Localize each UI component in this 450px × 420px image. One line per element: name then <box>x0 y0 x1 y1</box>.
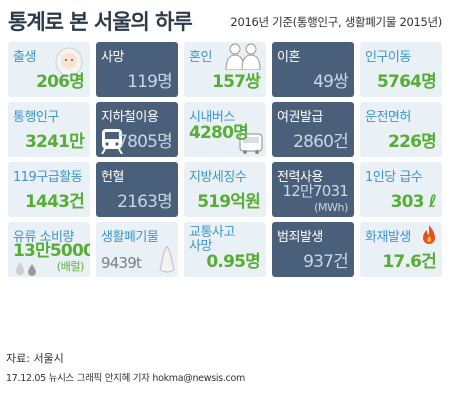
tile-value: 5764명 <box>377 72 437 92</box>
tile-value: 519억원 <box>197 192 261 212</box>
tile-traffic-death: 교통사고 사망 0.95명 <box>184 222 266 277</box>
tile-birth: 출생 206명 <box>8 42 90 97</box>
tile-value: 1443건 <box>25 192 85 212</box>
tile-value: 119명 <box>127 72 173 92</box>
tile-value: 226명 <box>388 132 437 152</box>
train-icon <box>101 129 123 154</box>
source-text: 자료: 서울시 <box>6 352 64 365</box>
tile-license: 운전면허 226명 <box>360 102 442 157</box>
tile-value: 7805명 <box>117 132 173 152</box>
baby-icon <box>55 47 83 77</box>
tile-label: 화재발생 <box>365 230 411 245</box>
stats-grid: 출생 206명 사망 119명 혼인 157쌍 이혼 49쌍 인구이동 5764… <box>8 42 444 337</box>
bus-icon <box>239 133 263 154</box>
tile-value: 0.95명 <box>206 252 260 272</box>
tile-blood-donation: 헌혈 2163명 <box>96 162 178 217</box>
tile-label: 여권발급 <box>277 110 323 125</box>
fire-icon <box>423 225 435 244</box>
tile-label: 운전면허 <box>365 110 411 125</box>
couple-icon <box>225 43 261 70</box>
tile-value: 17.6건 <box>382 252 436 272</box>
tile-value: 2163명 <box>117 192 173 212</box>
tile-label: 사망 <box>101 50 124 65</box>
tile-label: 범죄발생 <box>277 230 323 245</box>
tile-label: 119구급활동 <box>13 170 83 185</box>
tile-value: 3241만 <box>25 132 85 152</box>
tile-waste: 생활폐기물 9439t <box>96 222 178 277</box>
tile-label: 이혼 <box>277 50 300 65</box>
tile-label: 교통사고 사망 <box>189 225 235 254</box>
tile-local-tax: 지방세징수 519억원 <box>184 162 266 217</box>
tile-migration: 인구이동 5764명 <box>360 42 442 97</box>
tile-label: 생활폐기물 <box>101 230 159 245</box>
tile-fire: 화재발생 17.6건 <box>360 222 442 277</box>
tile-death: 사망 119명 <box>96 42 178 97</box>
tile-unit: (배럴) <box>56 260 85 273</box>
tile-label: 지방세징수 <box>189 170 247 185</box>
tile-value: 937건 <box>303 252 349 272</box>
oil-drop-icon <box>16 262 36 276</box>
tile-label: 출생 <box>13 50 36 65</box>
tile-crime: 범죄발생 937건 <box>272 222 354 277</box>
tile-label: 지하철이용 <box>101 110 159 125</box>
tile-subway: 지하철이용 7805명 <box>96 102 178 157</box>
credit-text: 17.12.05 뉴시스 그래픽 안지혜 기자 hokma@newsis.com <box>6 373 245 384</box>
tile-label: 시내버스 <box>189 110 235 125</box>
tile-value: 12만7031 <box>282 182 349 200</box>
tile-marriage: 혼인 157쌍 <box>184 42 266 97</box>
page-title: 통계로 본 서울의 하루 <box>8 10 193 34</box>
tile-value: 2860건 <box>293 132 349 152</box>
tile-passport: 여권발급 2860건 <box>272 102 354 157</box>
tile-label: 혼인 <box>189 50 212 65</box>
tile-value: 49쌍 <box>313 72 349 92</box>
tile-unit: (MWh) <box>314 201 348 214</box>
tile-commuters: 통행인구 3241만 <box>8 102 90 157</box>
tile-value: 4280명 <box>189 123 249 143</box>
tile-value: 206명 <box>36 72 85 92</box>
tile-electricity: 전력사용 12만7031 (MWh) <box>272 162 354 217</box>
tile-divorce: 이혼 49쌍 <box>272 42 354 97</box>
tile-label: 유류 소비량 <box>13 230 74 245</box>
tile-label: 1인당 급수 <box>365 170 423 185</box>
tile-water: 1인당 급수 303 ℓ <box>360 162 442 217</box>
tile-label: 인구이동 <box>365 50 411 65</box>
tile-value: 303 ℓ <box>390 192 437 212</box>
tile-label: 통행인구 <box>13 110 59 125</box>
tile-value: 13만5000 <box>13 241 90 261</box>
page-subtitle: 2016년 기준(통행인구, 생활폐기물 2015년) <box>230 15 442 29</box>
tile-oil: 유류 소비량 13만5000 (배럴) <box>8 222 90 277</box>
tile-label: 전력사용 <box>277 170 323 185</box>
tile-bus: 시내버스 4280명 <box>184 102 266 157</box>
tile-value: 9439t <box>101 254 142 272</box>
trash-bag-icon <box>159 246 175 273</box>
tile-ambulance: 119구급활동 1443건 <box>8 162 90 217</box>
tile-value: 157쌍 <box>212 72 261 92</box>
tile-label: 헌혈 <box>101 170 124 185</box>
